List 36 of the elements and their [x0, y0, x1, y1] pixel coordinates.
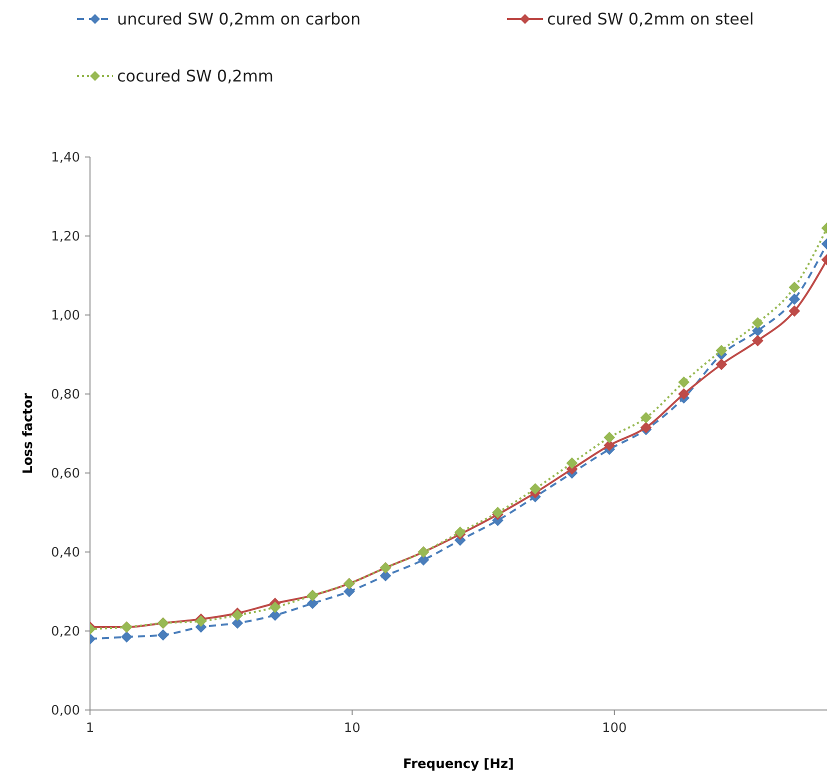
y-tick-label: 1,40 — [51, 150, 80, 166]
x-axis-title: Frequency [Hz] — [403, 757, 514, 772]
point — [121, 631, 132, 642]
point — [158, 629, 169, 640]
y-tick-label: 0,20 — [51, 624, 80, 640]
point — [380, 570, 392, 582]
x-tick-label: 1 — [86, 721, 94, 736]
x-tick-label: 100 — [602, 721, 627, 736]
point — [344, 586, 355, 597]
legend-label: cocured SW 0,2mm — [117, 66, 274, 86]
point — [640, 412, 652, 424]
point — [232, 618, 243, 629]
legend-label: cured SW 0,2mm on steel — [547, 10, 754, 29]
legend-label: uncured SW 0,2mm on carbon — [117, 10, 361, 29]
y-tick-label: 0,40 — [51, 546, 80, 561]
point — [752, 317, 764, 328]
point — [530, 483, 541, 494]
y-tick-label: 0,80 — [51, 388, 80, 403]
y-axis-title: Loss factor — [21, 392, 36, 474]
y-tick-label: 1,20 — [51, 230, 80, 245]
point — [752, 325, 764, 336]
y-tick-label: 0,60 — [51, 466, 80, 482]
point — [788, 306, 800, 317]
point — [604, 432, 615, 443]
point — [678, 376, 690, 388]
y-tick-label: 1,00 — [51, 308, 80, 324]
point — [678, 388, 690, 400]
point — [788, 294, 800, 305]
x-tick-label: 10 — [344, 721, 360, 736]
point — [788, 282, 800, 293]
point — [566, 458, 578, 469]
point — [270, 602, 281, 613]
y-tick-label: 0,00 — [51, 704, 80, 719]
point — [752, 335, 764, 346]
point — [716, 345, 727, 356]
point — [716, 358, 727, 370]
